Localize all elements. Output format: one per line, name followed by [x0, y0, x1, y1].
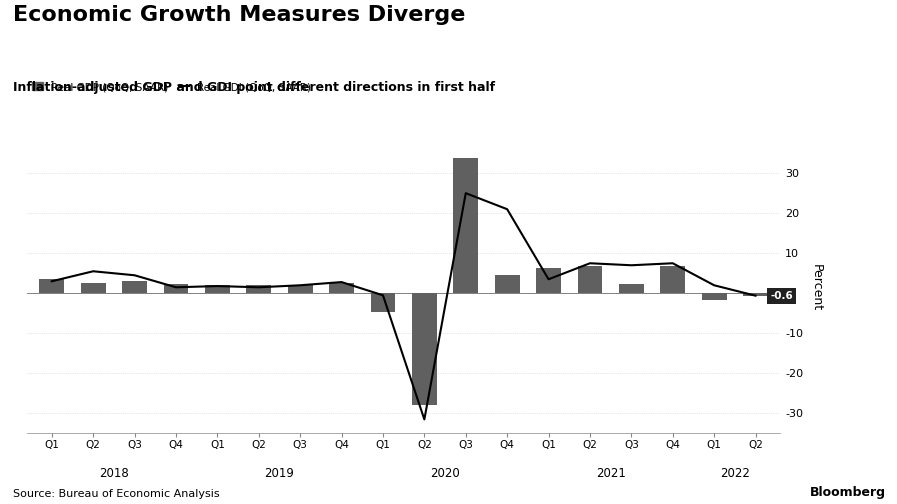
Text: 2019: 2019 [265, 468, 294, 480]
Bar [578, 267, 603, 293]
Text: 2018: 2018 [99, 468, 129, 480]
Text: Economic Growth Measures Diverge: Economic Growth Measures Diverge [13, 5, 466, 25]
Bar [122, 281, 147, 293]
Bar [743, 293, 768, 296]
Text: 2020: 2020 [431, 468, 460, 480]
Bar [39, 279, 65, 293]
Bar [619, 284, 644, 293]
Bar [536, 268, 561, 293]
Text: Inflation-adjusted GDP and GDI point different directions in first half: Inflation-adjusted GDP and GDI point dif… [13, 81, 495, 94]
Bar [329, 283, 354, 293]
Text: 2022: 2022 [720, 468, 750, 480]
Bar [288, 285, 312, 293]
Y-axis label: Percent: Percent [810, 264, 823, 311]
Legend: Real GDP (QoQ, SAAR), Real GDI (QoQ, SAAR): Real GDP (QoQ, SAAR), Real GDI (QoQ, SAA… [32, 82, 311, 92]
Text: Source: Bureau of Economic Analysis: Source: Bureau of Economic Analysis [13, 489, 220, 499]
Text: -0.6: -0.6 [770, 291, 793, 301]
Bar [247, 285, 271, 293]
Text: Bloomberg: Bloomberg [810, 486, 886, 499]
Bar [81, 283, 106, 293]
Bar [453, 158, 478, 293]
Bar [370, 293, 396, 311]
Text: 2021: 2021 [596, 468, 625, 480]
Bar [495, 275, 519, 293]
Bar [701, 293, 727, 300]
Bar [412, 293, 437, 405]
Bar [205, 285, 230, 293]
Bar [660, 266, 685, 293]
Bar [163, 284, 188, 293]
